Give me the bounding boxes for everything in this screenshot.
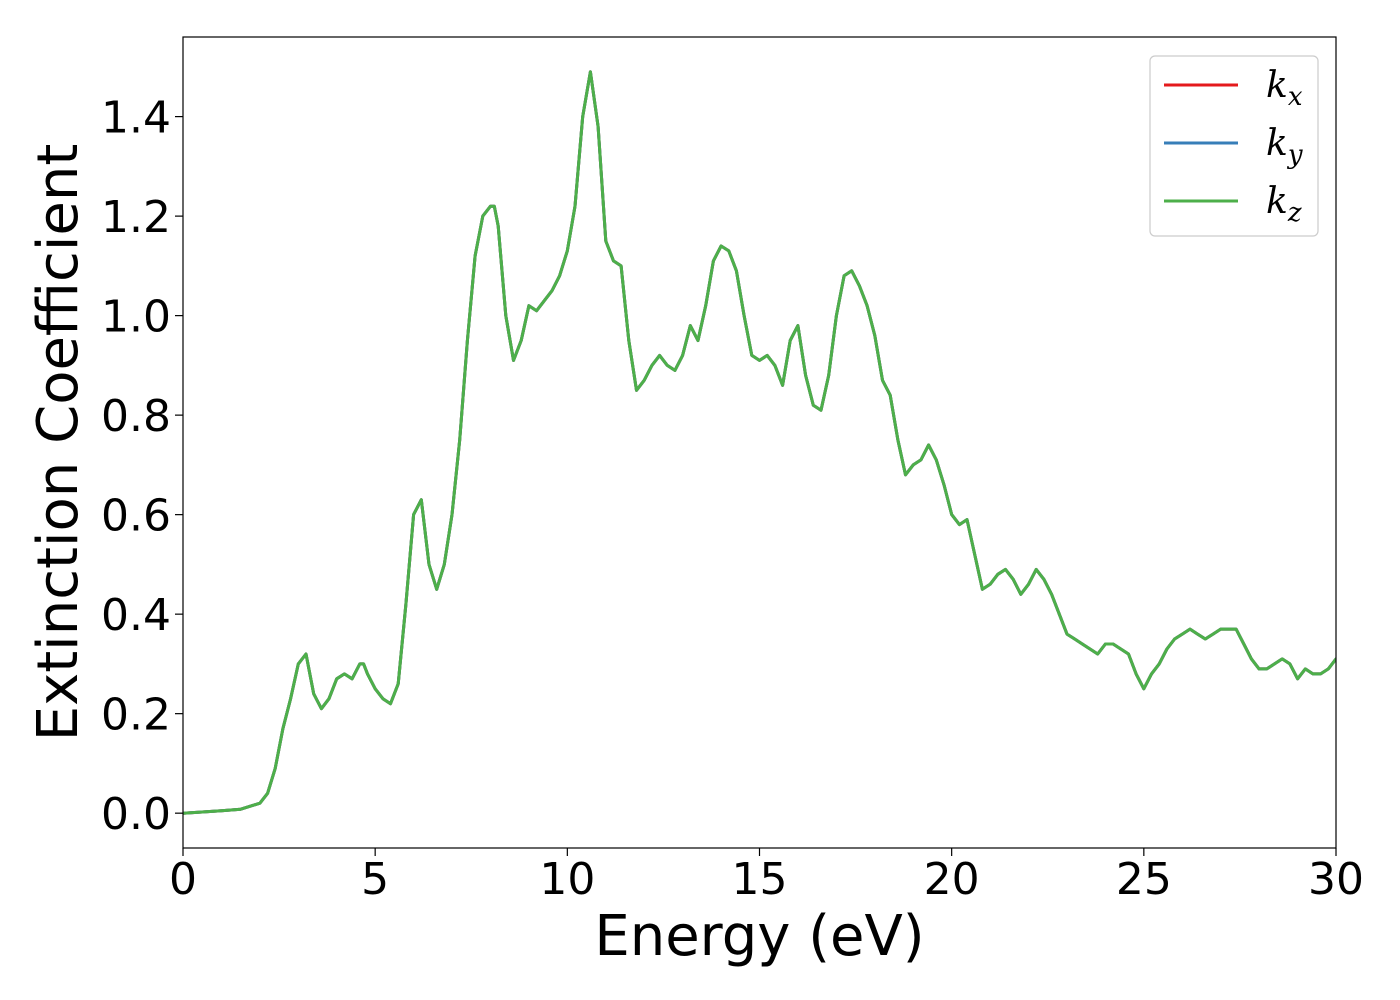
y-axis-ticks: 0.0 0.2 0.4 0.6 0.8 1.0 1.2 1.4 [101, 93, 183, 840]
y-axis-label: Extinction Coefficient [26, 144, 91, 742]
x-axis-label: Energy (eV) [594, 904, 924, 969]
legend-box [1149, 55, 1319, 237]
y-tick-label: 1.0 [101, 292, 171, 343]
y-tick-label: 1.2 [101, 192, 171, 243]
x-tick-label: 25 [1116, 854, 1172, 905]
legend-label-k_y: ky [1266, 123, 1303, 170]
x-tick-label: 20 [924, 854, 980, 905]
x-tick-label: 5 [361, 854, 389, 905]
y-tick-label: 0.0 [101, 789, 171, 840]
y-tick-label: 0.6 [101, 491, 171, 542]
x-tick-label: 15 [732, 854, 788, 905]
y-tick-label: 1.4 [101, 93, 171, 144]
legend-label-k_z: kz [1266, 181, 1302, 228]
series-layer [183, 70, 1336, 815]
x-tick-label: 0 [169, 854, 197, 905]
y-tick-label: 0.8 [101, 391, 171, 442]
series-line-k_z [183, 70, 1336, 815]
x-tick-label: 10 [539, 854, 595, 905]
y-tick-label: 0.4 [101, 590, 171, 641]
y-tick-label: 0.2 [101, 690, 171, 741]
legend: kx ky kz [1149, 55, 1319, 237]
x-tick-label: 30 [1308, 854, 1364, 905]
x-axis-ticks: 0 5 10 15 20 25 30 [169, 848, 1364, 905]
legend-label-k_x: kx [1266, 65, 1303, 112]
